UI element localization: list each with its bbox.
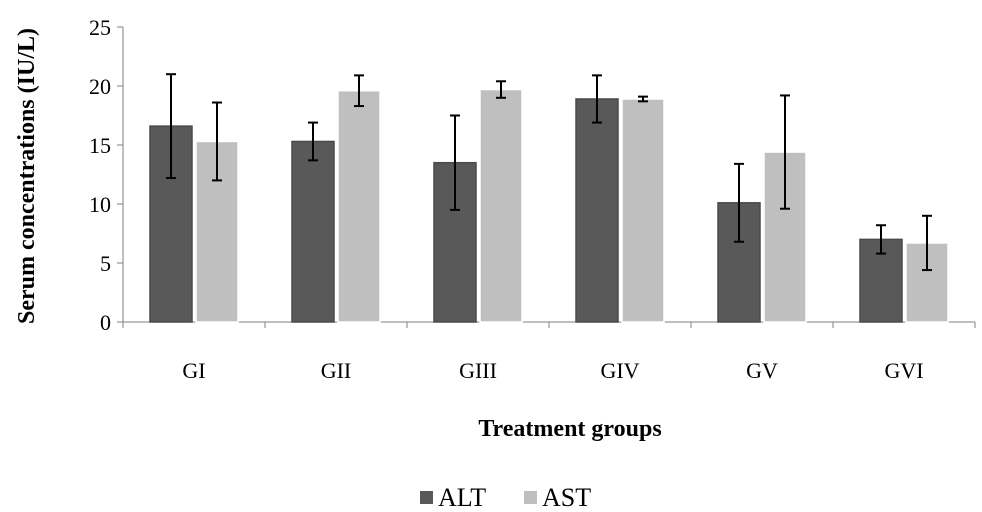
bar-ast xyxy=(479,88,523,323)
y-tick-label: 25 xyxy=(89,15,111,40)
legend-label-alt: ALT xyxy=(438,483,486,512)
bar-ast xyxy=(621,98,665,323)
bar-ast xyxy=(337,89,381,323)
x-axis-title: Treatment groups xyxy=(478,416,661,442)
x-tick-label: GI xyxy=(182,358,205,383)
y-tick-label: 20 xyxy=(89,74,111,99)
legend: ALT AST xyxy=(420,483,591,512)
x-axis: GI GII GIII GIV GV GVI xyxy=(122,321,976,383)
bar-alt xyxy=(575,98,619,323)
y-axis-title: Serum concentrations (IU/L) xyxy=(14,28,40,324)
bar-alt xyxy=(291,140,335,323)
legend-swatch-ast xyxy=(524,491,537,504)
legend-swatch-alt xyxy=(420,491,433,504)
x-tick-label: GII xyxy=(321,358,352,383)
bars xyxy=(149,88,949,323)
x-tick-label: GIII xyxy=(459,358,497,383)
x-tick-label: GVI xyxy=(884,358,923,383)
y-axis: 0 5 10 15 20 25 xyxy=(89,15,124,335)
x-tick-label: GIV xyxy=(600,358,639,383)
y-tick-label: 10 xyxy=(89,192,111,217)
y-tick-label: 5 xyxy=(100,251,111,276)
legend-label-ast: AST xyxy=(542,483,591,512)
y-tick-label: 15 xyxy=(89,133,111,158)
error-bars xyxy=(166,73,932,272)
y-tick-label: 0 xyxy=(100,310,111,335)
x-tick-label: GV xyxy=(746,358,778,383)
